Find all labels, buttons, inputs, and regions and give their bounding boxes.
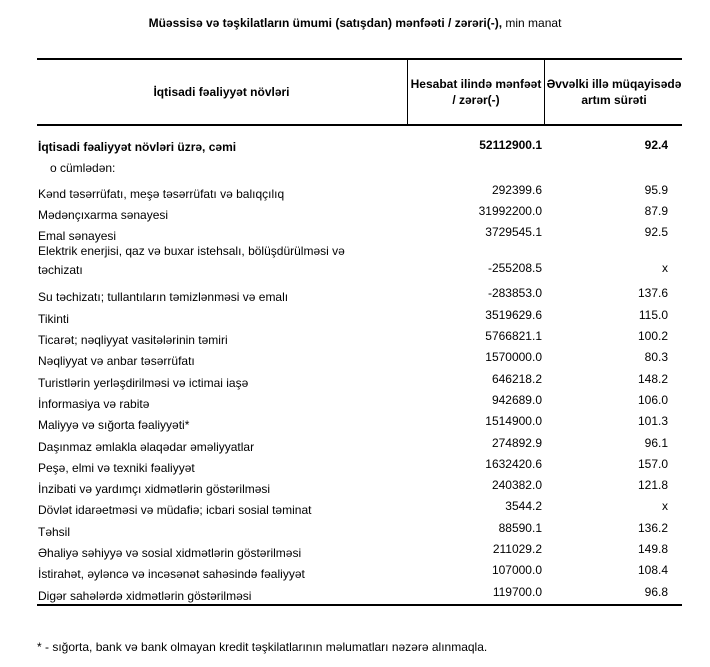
table-row: İnzibati və yardımçı xidmətlərin göstəri…: [37, 476, 682, 497]
table-row: Maliyyə və sığorta fəaliyyəti* 1514900.0 1…: [37, 412, 682, 433]
table-header: İqtisadi fəaliyyət növləri Hesabat ilind…: [37, 58, 682, 126]
title-unit: min manat: [502, 16, 562, 30]
total-name: İqtisadi fəaliyyət növləri üzrə, cəmi: [38, 140, 237, 154]
header-growth: Əvvəlki illə müqayisədə artım sürəti: [544, 60, 683, 124]
table-row: Elektrik enerjisi, qaz və buxar istehsal…: [37, 244, 682, 284]
activity-name: Təhsil: [38, 524, 71, 539]
table-row: Mədənçıxarma sənayesi 31992200.0 87.9: [37, 202, 682, 223]
profit-value: 5766821.1: [485, 329, 542, 344]
growth-rate: 96.1: [644, 435, 668, 450]
activity-name: İnformasiya və rabitə: [38, 396, 150, 411]
total-growth: 92.4: [644, 138, 668, 152]
growth-rate: 137.6: [637, 286, 668, 301]
activity-name: Turistlərin yerləşdirilməsi və ictimai i…: [38, 375, 249, 390]
profit-value: 119700.0: [492, 584, 542, 599]
profit-value: 274892.9: [491, 435, 542, 450]
profit-value: 3544.2: [505, 499, 542, 514]
growth-rate: 121.8: [637, 478, 668, 493]
profit-value: 1514900.0: [485, 414, 542, 429]
table-row: Təhsil 88590.1 136.2: [37, 519, 682, 540]
profit-value: 1570000.0: [485, 350, 542, 365]
header-profit: Hesabat ilində mənfəət / zərər(-): [407, 60, 544, 124]
footnote: * - sığorta, bank və bank olmayan kredit…: [37, 640, 488, 654]
activity-name: İstirahət, əyləncə və incəsənət sahəsind…: [38, 567, 305, 582]
table-row: Kənd təsərrüfatı, meşə təsərrüfatı və ba…: [37, 181, 682, 202]
activity-name: Mədənçıxarma sənayesi: [38, 207, 169, 222]
growth-rate: 95.9: [644, 182, 668, 197]
profit-value: 646218.2: [491, 371, 542, 386]
growth-rate: 100.2: [637, 329, 668, 344]
growth-rate: 80.3: [644, 350, 668, 365]
profit-value: 942689.0: [491, 392, 542, 407]
profit-value: 31992200.0: [478, 203, 542, 218]
table-row: Turistlərin yerləşdirilməsi və ictimai i…: [37, 370, 682, 391]
subheading-text: o cümlədən:: [50, 161, 116, 176]
total-row: İqtisadi fəaliyyət növləri üzrə, cəmi 52…: [37, 138, 682, 159]
profit-value: 3519629.6: [485, 307, 542, 322]
activity-name: Dövlət idarəetməsi və müdafiə; icbari so…: [38, 503, 312, 518]
profit-value: 1632420.6: [485, 456, 542, 471]
profit-value: -255208.5: [487, 261, 542, 276]
activity-name: Elektrik enerjisi, qaz və buxar istehsal…: [38, 244, 345, 278]
profit-value: 240382.0: [491, 478, 542, 493]
table-row: Nəqliyyat və anbar təsərrüfatı 1570000.0 8…: [37, 348, 682, 369]
growth-rate: 115.0: [638, 307, 668, 322]
activity-name: Peşə, elmi və texniki fəaliyyət: [38, 460, 195, 475]
table-body: İqtisadi fəaliyyət növləri üzrə, cəmi 52…: [37, 126, 682, 606]
table-row: Tikinti 3519629.6 115.0: [37, 306, 682, 327]
table-row: Su təchizatı; tullantıların təmizlənməsi…: [37, 284, 682, 305]
activity-name: İnzibati və yardımçı xidmətlərin göstəri…: [38, 482, 271, 497]
growth-rate: x: [662, 499, 668, 514]
growth-rate: 108.4: [637, 563, 668, 578]
growth-rate: 157.0: [637, 456, 668, 471]
growth-rate: x: [662, 261, 668, 276]
title-main: Müəssisə və təşkilatların ümumi (satışda…: [148, 16, 503, 30]
profit-value: 88590.1: [498, 520, 542, 535]
growth-rate: 148.2: [637, 371, 668, 386]
profit-value: 211029.2: [492, 542, 542, 557]
table-row: Əhaliyə səhiyyə və sosial xidmətlərin gö…: [37, 540, 682, 561]
growth-rate: 136.2: [637, 520, 668, 535]
profit-value: 107000.0: [491, 563, 542, 578]
table-row: Dövlət idarəetməsi və müdafiə; icbari so…: [37, 497, 682, 518]
activity-name: Tikinti: [38, 311, 69, 326]
table-row: İstirahət, əyləncə və incəsənət sahəsind…: [37, 561, 682, 582]
table-row: Digər sahələrdə xidmətlərin göstərilməsi…: [37, 583, 682, 604]
growth-rate: 149.8: [637, 542, 668, 557]
growth-rate: 101.3: [637, 414, 668, 429]
activity-name: Daşınmaz əmlakla əlaqədar əməliyyatlar: [38, 439, 255, 454]
page-title: Müəssisə və təşkilatların ümumi (satışda…: [0, 16, 710, 30]
table-row: Emal sənayesi 3729545.1 92.5: [37, 223, 682, 244]
activity-name: Nəqliyyat və anbar təsərrüfatı: [38, 354, 195, 369]
data-table: İqtisadi fəaliyyət növləri Hesabat ilind…: [37, 58, 682, 606]
table-row: Ticarət; nəqliyyat vasitələrinin təmiri 5…: [37, 327, 682, 348]
table-row: Peşə, elmi və texniki fəaliyyət 1632420.6…: [37, 455, 682, 476]
activity-name: Su təchizatı; tullantıların təmizlənməsi…: [38, 290, 289, 305]
profit-value: 3729545.1: [485, 225, 542, 240]
activity-name: Əhaliyə səhiyyə və sosial xidmətlərin gö…: [38, 546, 302, 561]
subheading-row: o cümlədən:: [37, 159, 682, 180]
growth-rate: 92.5: [644, 225, 668, 240]
activity-name: Digər sahələrdə xidmətlərin göstərilməsi: [38, 588, 252, 603]
growth-rate: 106.0: [637, 392, 668, 407]
activity-name: Maliyyə və sığorta fəaliyyəti*: [38, 418, 190, 433]
profit-value: 292399.6: [491, 182, 542, 197]
table-row: İnformasiya və rabitə 942689.0 106.0: [37, 391, 682, 412]
activity-name: Ticarət; nəqliyyat vasitələrinin təmiri: [38, 333, 228, 348]
profit-value: -283853.0: [487, 286, 542, 301]
activity-name: Kənd təsərrüfatı, meşə təsərrüfatı və ba…: [38, 186, 285, 201]
activity-name: Emal sənayesi: [38, 229, 117, 244]
total-value: 52112900.1: [479, 138, 542, 152]
table-row: Daşınmaz əmlakla əlaqədar əməliyyatlar 27…: [37, 434, 682, 455]
header-activity: İqtisadi fəaliyyət növləri: [153, 85, 290, 99]
growth-rate: 87.9: [644, 203, 668, 218]
growth-rate: 96.8: [644, 584, 668, 599]
